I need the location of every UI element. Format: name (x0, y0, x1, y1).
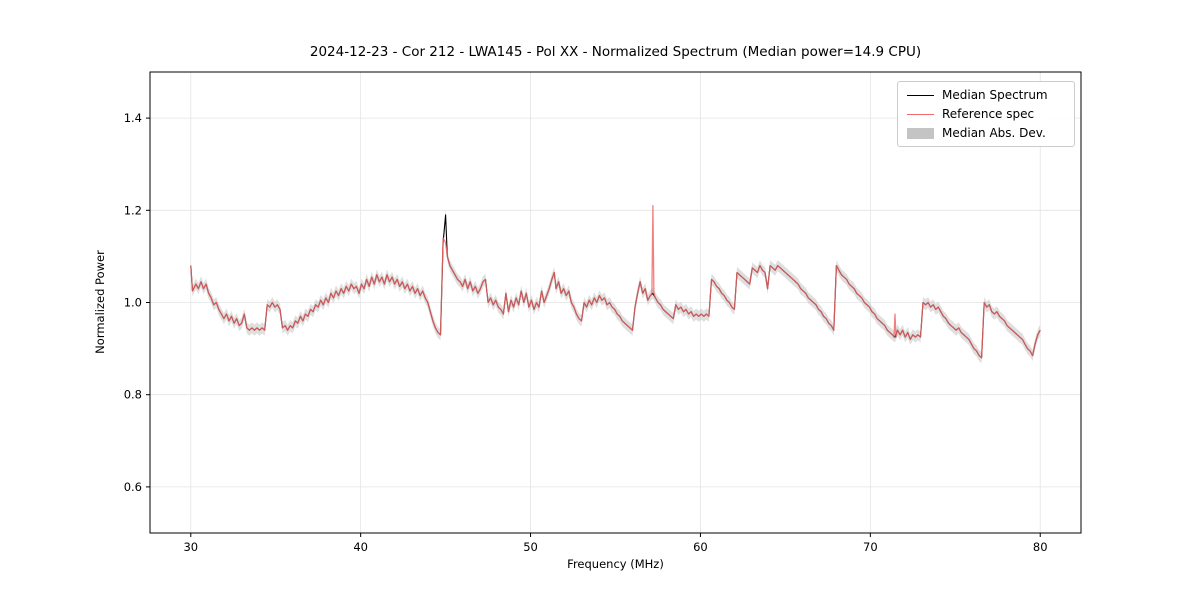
y-axis-ticks: 0.6 0.8 1.0 1.2 1.4 (124, 111, 150, 494)
mad-band-swatch (907, 127, 934, 139)
legend-entry-mad: Median Abs. Dev. (907, 126, 1065, 140)
legend: Median Spectrum Reference spec Median Ab… (897, 81, 1075, 147)
median-line-swatch (907, 94, 934, 96)
legend-entry-reference: Reference spec (907, 107, 1065, 121)
svg-text:30: 30 (183, 540, 198, 554)
svg-text:1.0: 1.0 (124, 296, 142, 310)
svg-text:0.8: 0.8 (124, 388, 142, 402)
x-axis-label: Frequency (MHz) (567, 557, 664, 571)
svg-text:1.4: 1.4 (124, 111, 142, 125)
reference-spec-line (190, 205, 1041, 359)
svg-text:0.6: 0.6 (124, 480, 142, 494)
chart-title: 2024-12-23 - Cor 212 - LWA145 - Pol XX -… (309, 44, 922, 60)
legend-entry-median: Median Spectrum (907, 88, 1065, 102)
mad-band (190, 209, 1041, 364)
x-axis-ticks: 30 40 50 60 70 80 (183, 533, 1048, 554)
svg-text:60: 60 (693, 540, 708, 554)
svg-text:50: 50 (523, 540, 538, 554)
legend-label-mad: Median Abs. Dev. (942, 126, 1046, 140)
reference-line-swatch (907, 113, 934, 115)
legend-label-reference: Reference spec (942, 107, 1035, 121)
svg-text:70: 70 (863, 540, 878, 554)
svg-text:40: 40 (353, 540, 368, 554)
svg-text:1.2: 1.2 (124, 203, 142, 217)
y-axis-label: Normalized Power (93, 250, 107, 354)
legend-label-median: Median Spectrum (942, 88, 1048, 102)
svg-text:80: 80 (1033, 540, 1048, 554)
